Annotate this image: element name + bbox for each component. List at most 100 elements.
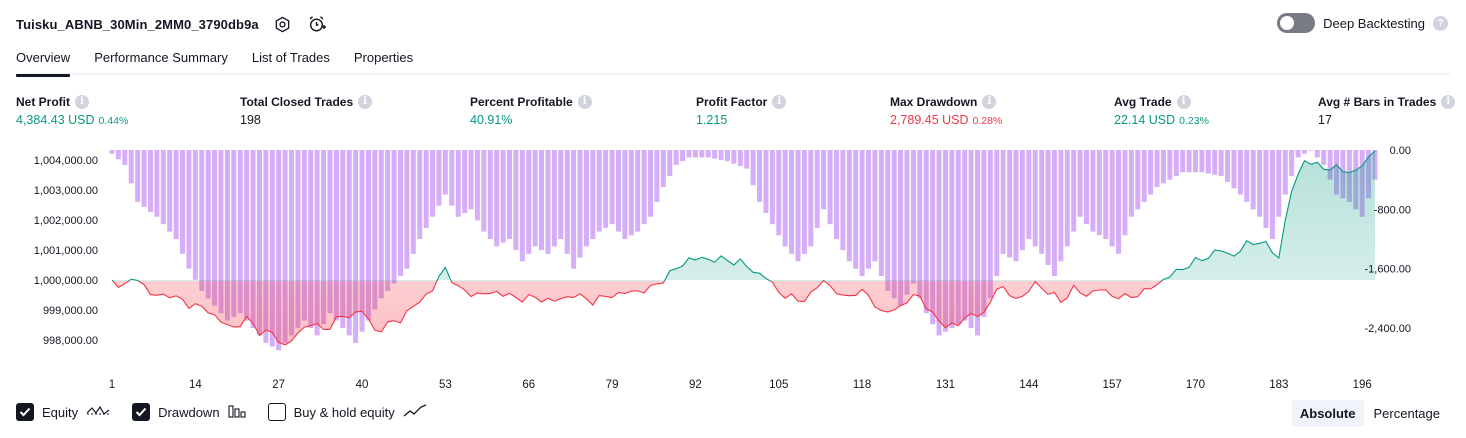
left-axis-tick: 999,000.00	[43, 305, 98, 317]
info-icon[interactable]: i	[358, 94, 373, 109]
drawdown-bar	[1135, 150, 1141, 210]
drawdown-bar	[712, 150, 718, 159]
drawdown-bar	[757, 150, 763, 202]
drawdown-checkbox[interactable]	[132, 403, 151, 421]
drawdown-bar	[750, 150, 756, 186]
percentage-button[interactable]: Percentage	[1373, 406, 1441, 421]
right-axis-tick: -800.00	[1374, 204, 1411, 216]
metric-label: Max Drawdown	[890, 94, 978, 109]
drawdown-bar	[1045, 150, 1051, 265]
drawdown-bar	[1321, 150, 1327, 165]
drawdown-bar	[1327, 150, 1333, 180]
equity-line-profit	[111, 150, 1376, 281]
legend-buy-hold[interactable]: Buy & hold equity	[267, 403, 427, 421]
gear-icon[interactable]	[273, 14, 293, 34]
deep-backtesting-toggle[interactable]	[1277, 13, 1316, 33]
left-axis: 1,004,000.00 1,003,000.00 1,002,000.00 1,00…	[34, 155, 98, 347]
left-axis-tick: 1,003,000.00	[34, 185, 98, 197]
tab-list-of-trades[interactable]: List of Trades	[251, 50, 330, 65]
drawdown-bar	[218, 150, 224, 314]
drawdown-bar	[776, 150, 782, 236]
drawdown-bar	[1103, 150, 1109, 239]
drawdown-bar	[975, 150, 980, 336]
drawdown-bar	[660, 150, 666, 188]
drawdown-bar	[391, 150, 397, 284]
drawdown-bar	[269, 150, 275, 347]
drawdown-bar	[1116, 150, 1122, 254]
drawdown-bar	[1007, 150, 1013, 258]
equity-chart[interactable]: 1,004,000.00 1,003,000.00 1,002,000.00 1,00…	[0, 140, 1466, 398]
drawdown-bar	[955, 150, 961, 325]
loss-area	[112, 281, 1162, 345]
tab-performance-summary[interactable]: Performance Summary	[94, 50, 228, 65]
drawdown-bar	[147, 150, 153, 212]
drawdown-bar	[801, 150, 807, 254]
drawdown-bar	[256, 150, 262, 336]
drawdown-bar	[808, 150, 814, 247]
drawdown-bar	[686, 150, 692, 158]
drawdown-bar	[949, 150, 955, 328]
buy-hold-line-icon	[403, 403, 427, 421]
drawdown-bar	[1167, 150, 1173, 180]
metrics-row: Net Profit i 4,384.43 USD 0.44% Total Clos…	[0, 94, 1466, 134]
alarm-clock-plus-icon[interactable]	[307, 14, 327, 34]
drawdown-bar	[539, 150, 545, 251]
drawdown-bar	[423, 150, 429, 228]
tab-properties[interactable]: Properties	[353, 50, 414, 65]
right-axis-tick: -2,400.00	[1365, 323, 1411, 335]
legend-drawdown[interactable]: Drawdown	[132, 403, 246, 421]
metric-avg-bars-in-trades: Avg # Bars in Trades i 17	[1318, 94, 1456, 127]
drawdown-bar	[327, 150, 333, 314]
drawdown-bar	[891, 150, 897, 299]
info-icon[interactable]: i	[1176, 94, 1191, 109]
drawdown-bar	[398, 150, 403, 277]
info-icon[interactable]: i	[75, 94, 89, 109]
buy-hold-checkbox[interactable]	[267, 403, 286, 421]
strategy-header: Tuisku_ABNB_30Min_2MM0_3790db9a	[16, 12, 327, 36]
info-icon[interactable]: i	[577, 94, 592, 109]
drawdown-bar	[590, 150, 596, 239]
drawdown-bar	[192, 150, 198, 280]
legend-equity[interactable]: Equity	[16, 403, 110, 421]
drawdown-bar	[1071, 150, 1077, 232]
drawdown-bar	[500, 150, 506, 243]
drawdown-bar	[244, 150, 250, 321]
drawdown-bar	[1090, 150, 1096, 232]
x-axis-tick: 40	[356, 379, 369, 391]
tab-overview[interactable]: Overview	[16, 44, 71, 77]
drawdown-bar	[878, 150, 884, 277]
x-axis-tick: 14	[189, 379, 202, 391]
right-axis-tick: -1,600.00	[1365, 264, 1411, 276]
drawdown-bar	[692, 150, 698, 158]
absolute-button[interactable]: Absolute	[1291, 400, 1364, 427]
info-icon[interactable]: i	[772, 94, 787, 109]
value-mode-switch: Absolute Percentage	[1291, 400, 1448, 427]
info-icon[interactable]: i	[1441, 94, 1456, 109]
x-axis-tick: 27	[272, 379, 285, 391]
metric-value: 22.14 USD	[1114, 113, 1176, 127]
drawdown-bar	[173, 150, 179, 239]
left-axis-tick: 1,002,000.00	[34, 215, 98, 227]
drawdown-bar	[1173, 150, 1179, 176]
drawdown-bar	[628, 150, 634, 236]
x-axis: 1 14 27 40 53 66 79 92 105 118 131 144 157 170 183 196	[109, 379, 1372, 391]
drawdown-bar	[1128, 150, 1134, 217]
chart-legend: Equity Drawdown Buy & hold equity	[16, 403, 427, 421]
metric-value: 4,384.43 USD	[16, 113, 95, 127]
x-axis-tick: 170	[1186, 379, 1205, 391]
x-axis-tick: 53	[439, 379, 452, 391]
info-icon[interactable]: i	[982, 94, 997, 109]
drawdown-bar	[1051, 150, 1057, 277]
drawdown-bar	[289, 150, 294, 336]
x-axis-tick: 131	[936, 379, 955, 391]
drawdown-bar	[128, 150, 134, 184]
equity-checkbox[interactable]	[16, 403, 34, 421]
drawdown-bar	[1269, 150, 1275, 239]
metric-value: 2,789.45 USD	[890, 113, 969, 127]
drawdown-bar	[795, 150, 801, 262]
drawdown-bar	[724, 150, 730, 162]
drawdown-bar	[667, 150, 673, 176]
question-icon[interactable]: ?	[1433, 15, 1448, 31]
drawdown-bar	[308, 150, 314, 328]
drawdown-bar	[507, 150, 512, 239]
